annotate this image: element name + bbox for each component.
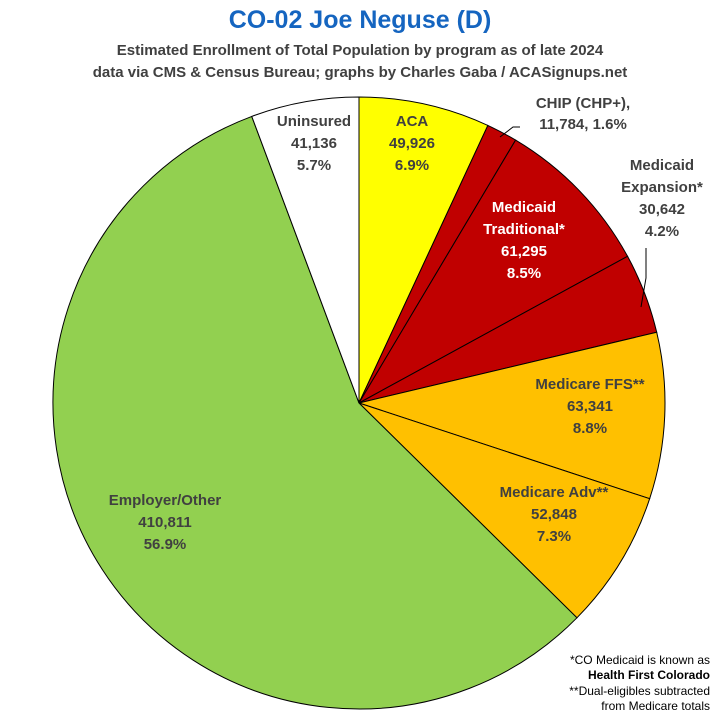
slice-label-line: 8.8%	[573, 420, 607, 437]
slice-label-line: 49,926	[389, 135, 435, 152]
slice-label-line: Traditional*	[483, 221, 565, 238]
slice-label-line: 63,341	[567, 398, 613, 415]
footnote-medicaid-name: *CO Medicaid is known as	[569, 653, 710, 667]
pie-slice-uninsured	[251, 96, 360, 404]
slice-label-line: 5.7%	[297, 157, 331, 174]
slice-label-line: 11,784, 1.6%	[539, 116, 627, 133]
slice-label-line: ACA	[396, 113, 429, 130]
slice-label-line: 410,811	[138, 514, 191, 531]
chart-subtitle-1: Estimated Enrollment of Total Population…	[116, 42, 604, 59]
slice-label: CHIP (CHP+), 11,784, 1.6%	[536, 95, 630, 133]
pie-slice-medicare-adv	[358, 402, 651, 619]
chart-subtitle-2: data via CMS & Census Bureau; graphs by …	[92, 64, 628, 81]
slice-label-line: CHIP (CHP+),	[536, 95, 630, 112]
pie-slice-medicare-ffs	[357, 331, 666, 500]
leader-line	[640, 248, 647, 308]
slice-label-line: Medicare FFS**	[535, 376, 644, 393]
slice-label: Medicaid Traditional* 61,295 8.5%	[483, 199, 565, 282]
pie-slice-medicaid-traditional	[357, 139, 629, 405]
slice-label: Employer/Other 410,811 56.9%	[109, 492, 222, 553]
slice-label-line: 6.9%	[395, 157, 429, 174]
slice-label-line: 52,848	[531, 506, 577, 523]
slice-label-line: Uninsured	[277, 113, 351, 130]
pie-slice-aca	[358, 96, 489, 404]
slice-labels: ACA 49,926 6.9% CHIP (CHP+), 11,784, 1.6% Med…	[109, 95, 703, 553]
slice-label-line: 56.9%	[144, 536, 187, 553]
slice-label: Medicare FFS** 63,341 8.8%	[535, 376, 644, 437]
slice-label: Uninsured 41,136 5.7%	[277, 113, 351, 174]
footnote-health-first: Health First Colorado	[587, 668, 710, 682]
slice-label-line: Medicaid	[492, 199, 556, 216]
leader-lines	[499, 126, 647, 308]
slice-label-line: 41,136	[291, 135, 337, 152]
slice-label: Medicare Adv** 52,848 7.3%	[500, 484, 609, 545]
leader-line	[499, 126, 520, 138]
slice-label-line: Employer/Other	[109, 492, 222, 509]
pie-slice-employer-other	[52, 115, 578, 710]
chart-title: CO-02 Joe Neguse (D)	[228, 6, 492, 34]
slice-label-line: Medicaid	[630, 157, 694, 174]
pie-slices	[52, 96, 666, 710]
slice-label-line: 61,295	[501, 243, 547, 260]
slice-label-line: Expansion*	[621, 179, 703, 196]
slice-label-line: 4.2%	[645, 223, 679, 240]
slice-label-line: Medicare Adv**	[500, 484, 609, 501]
footnote-dual-eligibles: **Dual-eligibles subtracted	[569, 684, 710, 698]
slice-label: ACA 49,926 6.9%	[389, 113, 435, 174]
slice-label: Medicaid Expansion* 30,642 4.2%	[621, 157, 703, 240]
slice-label-line: 7.3%	[537, 528, 571, 545]
slice-label-line: 8.5%	[507, 265, 541, 282]
slice-label-line: 30,642	[639, 201, 685, 218]
footnote-medicare-totals: from Medicare totals	[601, 699, 710, 713]
